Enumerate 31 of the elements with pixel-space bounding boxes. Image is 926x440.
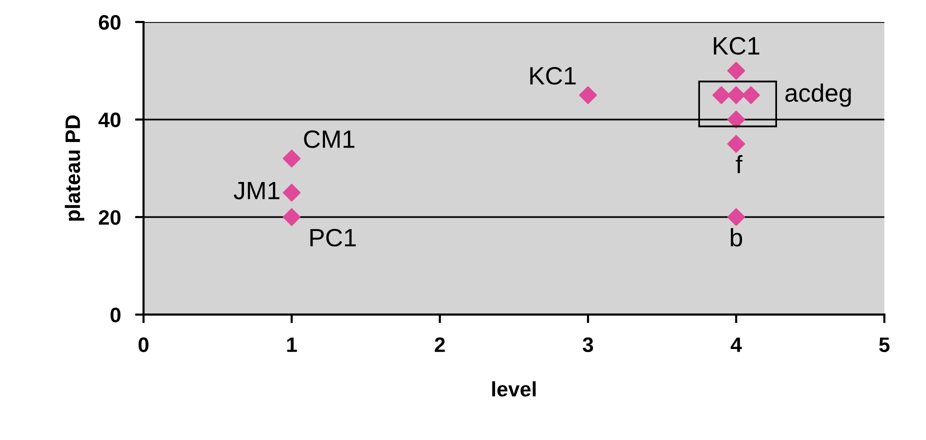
point <box>742 86 760 104</box>
point <box>282 208 301 226</box>
point <box>727 208 746 226</box>
annotation: KC1 <box>530 66 576 85</box>
point <box>727 86 746 104</box>
point <box>282 150 301 168</box>
x-axis-title: level <box>492 381 536 397</box>
y-tick-label: 40 <box>98 112 120 128</box>
x-tick-label: 2 <box>434 337 445 352</box>
y-tick-label: 20 <box>98 210 120 225</box>
y-tick-label: 60 <box>98 15 120 30</box>
x-tick-label: 3 <box>582 337 594 352</box>
point <box>282 184 301 202</box>
annotation: acdeg <box>785 84 851 107</box>
annotation: CM1 <box>304 130 354 148</box>
x-tick-label: 4 <box>730 338 742 352</box>
point <box>727 110 746 128</box>
x-tick-label: 5 <box>879 338 890 352</box>
point <box>712 86 730 104</box>
annotation: PC1 <box>310 228 356 247</box>
y-axis-title: plateau PD <box>64 115 84 221</box>
point <box>727 135 746 153</box>
x-tick-label: 0 <box>138 337 148 352</box>
annotation: KC1 <box>714 37 760 55</box>
y-tick-label: 0 <box>110 308 120 322</box>
point <box>727 62 746 80</box>
point <box>579 86 597 104</box>
x-tick-label: 1 <box>287 338 297 352</box>
annotation: b <box>730 228 742 247</box>
annotation: JM1 <box>234 182 280 200</box>
annotation: f <box>736 155 742 174</box>
